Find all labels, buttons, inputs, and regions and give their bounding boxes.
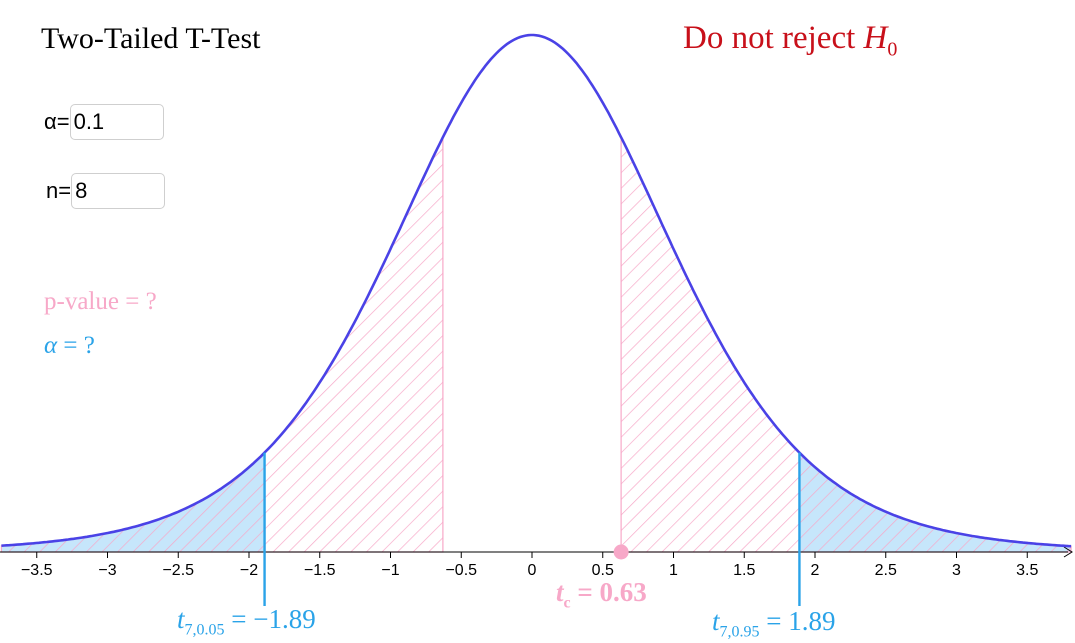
x-tick-label: 3.5 — [1016, 562, 1038, 579]
x-axis-arrow — [1063, 546, 1073, 558]
n-input[interactable] — [71, 173, 166, 209]
alpha-field-label: α= — [44, 109, 70, 134]
x-tick-label: −2 — [240, 562, 258, 579]
t-statistic-point — [613, 544, 629, 560]
alpha-field-row: α= — [44, 104, 164, 140]
n-field-row: n= — [46, 173, 166, 209]
x-tick-label: 3 — [952, 562, 961, 579]
pvalue-text: p-value = ? — [44, 288, 157, 315]
t-statistic-label: tc = 0.63 — [556, 577, 647, 612]
right-critical-sub: 7,0.95 — [719, 623, 760, 641]
right-critical-t: t — [712, 606, 720, 636]
decision-text: Do not reject H0 — [683, 20, 897, 62]
x-tick-label: 0.5 — [592, 562, 614, 579]
right-critical-value: = 1.89 — [759, 606, 836, 636]
x-tick-label: −2.5 — [162, 562, 194, 579]
n-field-label: n= — [46, 178, 72, 203]
x-tick-label: −3.5 — [21, 562, 53, 579]
left-critical-label: t7,0.05 = −1.89 — [177, 604, 316, 639]
chart-title: Two-Tailed T-Test — [41, 22, 261, 55]
x-tick-label: 1 — [669, 562, 678, 579]
left-critical-sub: 7,0.05 — [184, 621, 225, 639]
decision-label: Do not reject — [683, 20, 856, 56]
x-tick-label: 1.5 — [733, 562, 755, 579]
right-critical-label: t7,0.95 = 1.89 — [712, 606, 836, 641]
x-tick-label: 2 — [811, 562, 820, 579]
left-critical-value: = −1.89 — [224, 604, 316, 634]
t-statistic-value: = 0.63 — [570, 577, 647, 607]
t-statistic-sub: c — [563, 594, 571, 612]
alpha-input[interactable] — [69, 104, 164, 140]
decision-symbol: H — [863, 20, 888, 56]
alpha-question-rest: = ? — [57, 332, 95, 359]
x-tick-label: −0.5 — [445, 562, 477, 579]
x-tick-label: 0 — [528, 562, 537, 579]
alpha-question: α = ? — [44, 332, 95, 360]
left-critical-t: t — [177, 604, 185, 634]
decision-subscript: 0 — [887, 38, 898, 61]
alpha-symbol: α — [44, 332, 58, 359]
x-tick-label: −1.5 — [304, 562, 336, 579]
x-tick-label: −3 — [98, 562, 116, 579]
x-tick-label: 2.5 — [875, 562, 897, 579]
x-tick-label: −1 — [381, 562, 399, 579]
density-curve — [1, 33, 1072, 548]
t-statistic-t: t — [556, 577, 564, 607]
